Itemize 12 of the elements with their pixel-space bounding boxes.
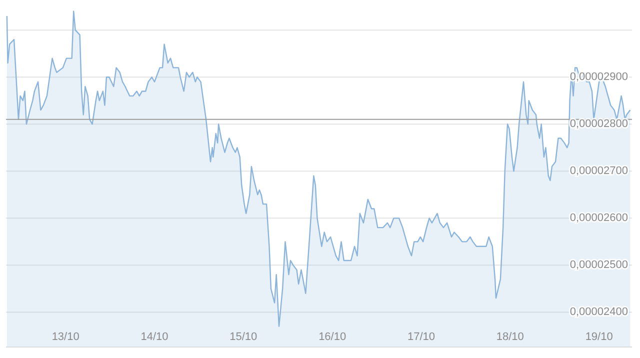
- x-tick-label: 13/10: [52, 331, 80, 343]
- y-tick-label: 0,00002700: [570, 165, 628, 178]
- y-tick-label: 0,00002400: [570, 306, 628, 318]
- x-tick-label: 16/10: [318, 331, 346, 343]
- x-tick-label: 14/10: [140, 331, 168, 343]
- x-tick-label: 19/10: [585, 331, 613, 343]
- y-tick-label: 0,00002800: [570, 118, 628, 130]
- x-tick-label: 17/10: [407, 331, 436, 343]
- x-tick-label: 18/10: [496, 331, 524, 343]
- y-tick-label: 0,00002600: [570, 212, 628, 224]
- y-tick-label: 0,00002500: [570, 259, 628, 272]
- x-tick-label: 15/10: [230, 331, 258, 343]
